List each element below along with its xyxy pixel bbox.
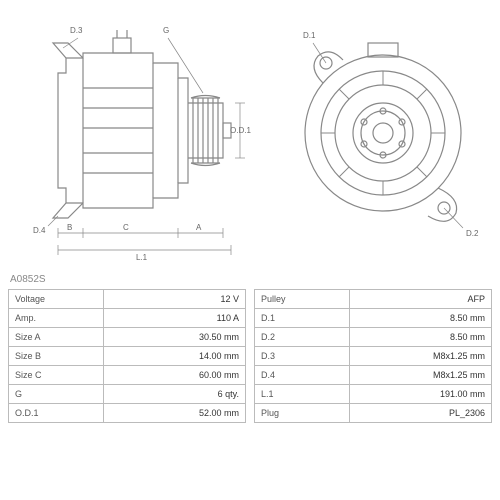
spec-value: 8.50 mm bbox=[349, 328, 491, 347]
spec-value: 8.50 mm bbox=[349, 309, 491, 328]
spec-value: AFP bbox=[349, 290, 491, 309]
label-d4: D.4 bbox=[33, 226, 46, 235]
spec-label: Voltage bbox=[9, 290, 104, 309]
label-c: C bbox=[123, 223, 129, 232]
table-row: Size C60.00 mm bbox=[9, 366, 246, 385]
spec-value: PL_2306 bbox=[349, 404, 491, 423]
table-row: O.D.152.00 mm bbox=[9, 404, 246, 423]
label-g: G bbox=[163, 26, 169, 35]
spec-value: 30.50 mm bbox=[103, 328, 245, 347]
spec-value: 6 qty. bbox=[103, 385, 245, 404]
spec-label: Size C bbox=[9, 366, 104, 385]
table-row: G6 qty. bbox=[9, 385, 246, 404]
table-row: D.3M8x1.25 mm bbox=[255, 347, 492, 366]
technical-drawing: D.3 G D.4 B C A L.1 O.D.1 bbox=[8, 8, 492, 268]
label-d2: D.2 bbox=[466, 229, 479, 238]
label-l1: L.1 bbox=[136, 253, 148, 262]
spec-value: 52.00 mm bbox=[103, 404, 245, 423]
spec-table-left: Voltage12 VAmp.110 ASize A30.50 mmSize B… bbox=[8, 289, 246, 423]
label-od1: O.D.1 bbox=[230, 126, 251, 135]
drawing-svg: D.3 G D.4 B C A L.1 O.D.1 bbox=[8, 8, 492, 268]
table-row: PulleyAFP bbox=[255, 290, 492, 309]
table-row: Amp.110 A bbox=[9, 309, 246, 328]
label-a: A bbox=[196, 223, 202, 232]
part-number: A0852S bbox=[8, 274, 492, 285]
label-d3: D.3 bbox=[70, 26, 83, 35]
spec-value: 110 A bbox=[103, 309, 245, 328]
spec-label: D.3 bbox=[255, 347, 350, 366]
spec-label: D.1 bbox=[255, 309, 350, 328]
spec-label: Amp. bbox=[9, 309, 104, 328]
label-d1: D.1 bbox=[303, 31, 316, 40]
table-row: L.1191.00 mm bbox=[255, 385, 492, 404]
spec-tables: Voltage12 VAmp.110 ASize A30.50 mmSize B… bbox=[8, 289, 492, 423]
table-row: D.4M8x1.25 mm bbox=[255, 366, 492, 385]
spec-label: L.1 bbox=[255, 385, 350, 404]
table-row: D.18.50 mm bbox=[255, 309, 492, 328]
spec-value: M8x1.25 mm bbox=[349, 366, 491, 385]
side-view bbox=[48, 30, 245, 255]
spec-value: 12 V bbox=[103, 290, 245, 309]
table-row: D.28.50 mm bbox=[255, 328, 492, 347]
spec-label: O.D.1 bbox=[9, 404, 104, 423]
spec-value: 191.00 mm bbox=[349, 385, 491, 404]
spec-label: Pulley bbox=[255, 290, 350, 309]
table-row: Size A30.50 mm bbox=[9, 328, 246, 347]
front-view bbox=[305, 43, 463, 228]
table-row: PlugPL_2306 bbox=[255, 404, 492, 423]
spec-label: Plug bbox=[255, 404, 350, 423]
spec-label: D.4 bbox=[255, 366, 350, 385]
spec-label: Size A bbox=[9, 328, 104, 347]
spec-label: D.2 bbox=[255, 328, 350, 347]
spec-table-right: PulleyAFPD.18.50 mmD.28.50 mmD.3M8x1.25 … bbox=[254, 289, 492, 423]
table-row: Size B14.00 mm bbox=[9, 347, 246, 366]
table-row: Voltage12 V bbox=[9, 290, 246, 309]
label-b: B bbox=[67, 223, 72, 232]
spec-label: G bbox=[9, 385, 104, 404]
spec-value: 60.00 mm bbox=[103, 366, 245, 385]
spec-label: Size B bbox=[9, 347, 104, 366]
spec-value: M8x1.25 mm bbox=[349, 347, 491, 366]
spec-value: 14.00 mm bbox=[103, 347, 245, 366]
